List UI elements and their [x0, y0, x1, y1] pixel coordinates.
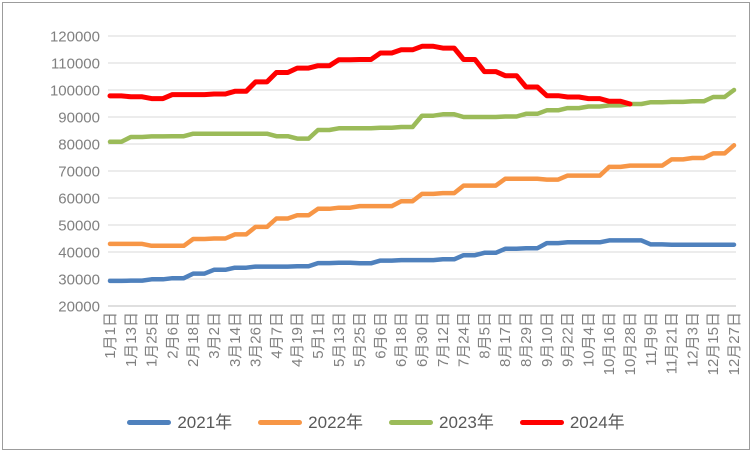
series-line-2024年 [107, 43, 633, 107]
series-line-2023年 [107, 87, 737, 145]
y-axis-label: 60000 [58, 191, 100, 208]
x-axis-label: 4月7日 [268, 312, 285, 359]
legend-item-2023年[interactable]: 2023年 [389, 414, 494, 431]
y-axis-label: 70000 [58, 164, 100, 181]
legend-item-2024年[interactable]: 2024年 [519, 412, 625, 432]
x-axis-label: 3月2日 [206, 312, 223, 359]
legend-swatch-2022年 [258, 419, 303, 425]
x-axis-label: 8月17日 [497, 312, 514, 367]
x-axis-label: 3月14日 [227, 312, 244, 367]
x-axis-label: 9月22日 [560, 312, 577, 367]
y-axis-label: 110000 [51, 56, 100, 73]
x-axis-label: 8月5日 [476, 312, 493, 359]
x-axis-label: 8月29日 [518, 312, 535, 367]
x-axis-label: 3月26日 [248, 312, 265, 367]
x-axis-label: 1月1日 [102, 312, 119, 359]
y-axis-label: 20000 [58, 299, 100, 316]
x-axis-label: 12月3日 [684, 312, 701, 367]
y-axis-label: 30000 [58, 272, 100, 289]
y-axis-label: 80000 [58, 137, 100, 154]
x-axis-label: 12月15日 [705, 312, 722, 375]
x-axis-label: 10月4日 [580, 312, 597, 367]
x-axis-label: 12月27日 [726, 312, 743, 375]
y-axis-label: 40000 [58, 245, 100, 262]
x-axis-label: 10月16日 [601, 312, 618, 375]
x-axis-label: 5月1日 [310, 312, 327, 359]
x-axis-label: 6月18日 [393, 312, 410, 367]
y-axis-label: 100000 [50, 83, 100, 100]
legend-label: 2023年 [439, 412, 494, 432]
x-axis-label: 9月10日 [539, 312, 556, 367]
legend-swatch-2024年 [519, 419, 564, 425]
y-axis-label: 90000 [58, 110, 100, 127]
legend-label: 2024年 [569, 412, 625, 432]
legend-item-2022年[interactable]: 2022年 [258, 414, 363, 431]
x-axis-label: 2月18日 [185, 312, 202, 367]
x-axis-label: 1月13日 [123, 312, 140, 367]
x-axis-label: 10月28日 [622, 312, 639, 375]
x-axis-label: 6月30日 [414, 312, 431, 367]
x-axis-label: 2月6日 [164, 312, 181, 359]
chart-legend: 2021年 2022年 2023年 2024年 [0, 404, 752, 440]
legend-label: 2022年 [308, 412, 363, 432]
x-axis-label: 5月25日 [352, 312, 369, 367]
x-axis-label: 11月21日 [664, 312, 681, 374]
y-axis-label: 50000 [58, 218, 100, 235]
x-axis-label: 4月19日 [289, 312, 306, 367]
legend-swatch-2021年 [127, 419, 172, 425]
x-axis-label: 1月25日 [144, 312, 161, 367]
legend-label: 2021年 [177, 412, 233, 432]
series-line-2021年 [107, 238, 737, 284]
y-axis-label: 120000 [50, 29, 100, 46]
x-axis-label: 7月24日 [456, 312, 473, 367]
series-line-2022年 [107, 143, 737, 249]
x-axis-label: 5月13日 [331, 312, 348, 367]
legend-item-2021年[interactable]: 2021年 [127, 414, 232, 431]
x-axis-label: 11月9日 [643, 312, 660, 366]
x-axis-label: 6月6日 [372, 312, 389, 359]
x-axis-label: 7月12日 [435, 312, 452, 367]
legend-swatch-2023年 [389, 419, 433, 425]
